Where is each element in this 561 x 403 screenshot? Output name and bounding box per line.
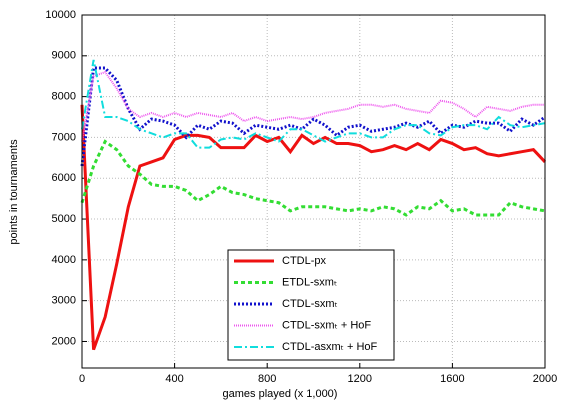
series-line [80,104,547,351]
x-tick-label: 2000 [533,373,557,385]
legend-label: ETDL-sxmₜ [282,276,337,288]
y-tick-label: 3000 [52,295,76,307]
x-axis-label: games played (x 1,000) [223,388,338,400]
y-tick-label: 6000 [52,172,76,184]
y-tick-label: 4000 [52,254,76,266]
y-tick-label: 7000 [52,131,76,143]
series-line [81,70,545,142]
plot-frame [81,14,546,369]
legend: CTDL-px ETDL-sxmₜ CTDL-sxmₜ CTDL-sxmₜ + HoF… [227,249,395,361]
legend-label: CTDL-sxmₜ [282,298,338,310]
y-tick-label: 9000 [52,50,76,62]
legend-label: CTDL-px [282,255,327,267]
x-tick-label: 1200 [348,373,372,385]
x-tick-label: 400 [165,373,183,385]
y-tick-label: 8000 [52,91,76,103]
y-tick-label: 5000 [52,213,76,225]
y-tick-label: 10000 [45,9,76,21]
y-tick-label: 2000 [52,335,76,347]
series-line [81,59,546,149]
legend-label: CTDL-asxmₜ + HoF [282,341,378,353]
series-line [80,66,546,167]
x-tick-label: 0 [79,373,85,385]
y-axis-label: points in tournaments [8,139,20,245]
x-tick-label: 1600 [440,373,464,385]
x-tick-label: 800 [258,373,276,385]
legend-label: CTDL-sxmₜ + HoF [282,319,371,331]
